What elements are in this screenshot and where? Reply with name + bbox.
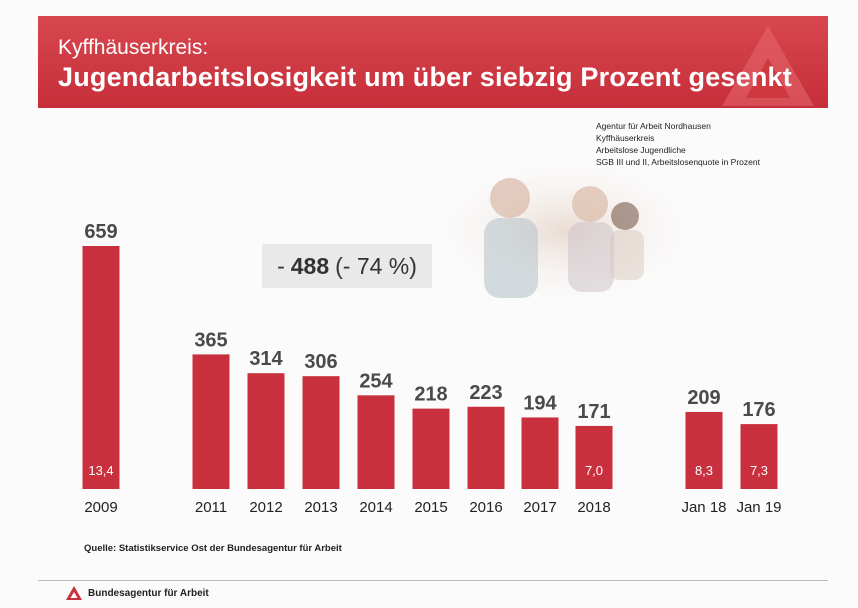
bar-2011 <box>192 354 230 489</box>
value-label: 314 <box>249 348 283 370</box>
x-tick-label: 2015 <box>414 499 447 516</box>
x-tick-label: 2009 <box>84 499 117 516</box>
value-label: 194 <box>523 392 557 414</box>
footer-divider <box>38 580 828 581</box>
bar-2016 <box>467 406 505 489</box>
x-tick-label: 2011 <box>195 499 227 516</box>
source-note: Quelle: Statistikservice Ost der Bundesa… <box>84 543 342 554</box>
bar-2014 <box>357 395 395 489</box>
bar-2015 <box>412 408 450 489</box>
value-label: 659 <box>84 221 117 243</box>
rate-label: 8,3 <box>695 463 713 478</box>
youth-photo <box>440 168 690 308</box>
rate-label: 7,0 <box>585 463 603 478</box>
value-label: 176 <box>742 399 775 421</box>
value-label: 365 <box>194 329 227 351</box>
header-subtitle: Kyffhäuserkreis: <box>58 36 209 59</box>
bar-2012 <box>247 373 285 489</box>
value-label: 223 <box>469 382 502 404</box>
rate-label: 13,4 <box>88 463 113 478</box>
meta-line: Kyffhäuserkreis <box>596 133 655 143</box>
bar-jan-18 <box>685 411 723 489</box>
value-label: 209 <box>687 387 720 409</box>
x-tick-label: 2014 <box>359 499 392 516</box>
callout-value: 488 <box>290 252 330 279</box>
x-tick-label: 2018 <box>577 499 610 516</box>
bar-2013 <box>302 376 340 489</box>
meta-line: SGB III und II, Arbeitslosenquote in Pro… <box>596 157 760 167</box>
footer: Bundesagentur für Arbeit <box>66 586 209 600</box>
value-label: 171 <box>577 401 610 423</box>
value-label: 306 <box>304 351 337 373</box>
callout-prefix: - <box>277 252 285 279</box>
x-tick-label: 2016 <box>469 499 502 516</box>
x-tick-label: Jan 19 <box>736 499 781 516</box>
bar-jan-19 <box>740 424 778 489</box>
meta-info: Agentur für Arbeit Nordhausen Kyffhäuser… <box>596 120 836 168</box>
x-tick-label: 2017 <box>523 499 556 516</box>
x-tick-label: Jan 18 <box>681 499 726 516</box>
x-tick-label: 2012 <box>249 499 282 516</box>
footer-brand: Bundesagentur für Arbeit <box>88 587 209 599</box>
meta-line: Arbeitslose Jugendliche <box>596 145 686 155</box>
bar-2017 <box>521 417 559 489</box>
value-label: 254 <box>359 370 393 392</box>
x-tick-label: 2013 <box>304 499 337 516</box>
header-banner: Kyffhäuserkreis: Jugendarbeitslosigkeit … <box>38 16 828 108</box>
decrease-callout: - 488 (- 74 %) <box>262 244 432 288</box>
bar-2009 <box>82 246 120 489</box>
header-title: Jugendarbeitslosigkeit um über siebzig P… <box>58 62 792 92</box>
ba-logo-icon <box>722 26 814 106</box>
callout-percent: (- 74 %) <box>335 252 417 279</box>
rate-label: 7,3 <box>750 463 768 478</box>
bar-2018 <box>575 425 613 489</box>
meta-line: Agentur für Arbeit Nordhausen <box>596 121 711 131</box>
ba-logo-icon <box>66 586 82 600</box>
value-label: 218 <box>414 384 447 406</box>
